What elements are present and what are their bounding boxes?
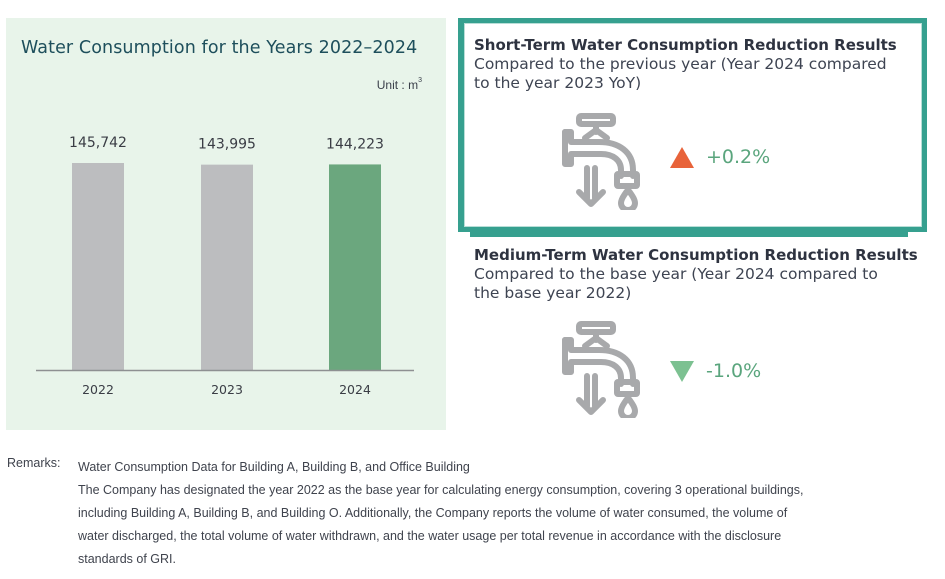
faucet-icon [562,113,640,210]
bar-2024 [329,164,381,370]
up-arrow-icon [670,146,694,168]
medium-term-change: -1.0% [706,360,762,382]
short-term-indicator: +0.2% [670,146,770,168]
medium-term-text: Medium-Term Water Consumption Reduction … [474,246,918,303]
remarks-line: water discharged, the total volume of wa… [78,529,782,543]
short-term-change: +0.2% [706,146,771,168]
remarks-line: The Company has designated the year 2022… [78,483,804,497]
faucet-icon [562,321,640,418]
unit-superscript: 3 [418,77,422,84]
chart-title: Water Consumption for the Years 2022–202… [21,38,418,58]
unit-text: Unit : m [376,78,419,92]
bar-2022 [72,163,124,370]
bar-2023 [201,164,253,370]
value-label: 144,223 [326,136,384,152]
short-term-heading: Short-Term Water Consumption Reduction R… [474,36,897,54]
value-label: 143,995 [198,137,256,153]
short-term-line1: Compared to the previous year (Year 2024… [474,55,887,73]
short-term-line2: to the year 2023 YoY) [474,74,642,92]
medium-term-heading: Medium-Term Water Consumption Reduction … [474,246,918,264]
down-arrow-icon [670,360,694,382]
remarks-line: standards of GRI. [78,552,176,566]
value-label: 145,742 [69,135,127,151]
bar-chart: 145,742 2022 143,995 2023 144,223 2024 [36,135,414,397]
unit-label: Unit : m3 [376,77,422,92]
x-tick-label: 2022 [82,382,114,397]
medium-term-line1: Compared to the base year (Year 2024 com… [474,265,878,283]
medium-term-line2: the base year 2022) [474,284,632,302]
remarks-label: Remarks: [7,456,61,470]
chart-panel: Water Consumption for the Years 2022–202… [6,18,446,430]
x-tick-label: 2024 [339,382,371,397]
x-tick-label: 2023 [211,382,243,397]
remarks-line: Water Consumption Data for Building A, B… [78,460,470,474]
short-term-text: Short-Term Water Consumption Reduction R… [474,36,897,93]
remarks-body: Water Consumption Data for Building A, B… [78,456,930,571]
short-term-box [458,18,927,232]
medium-term-indicator: -1.0% [670,360,761,382]
remarks-line: including Building A, Building B, and Bu… [78,506,788,520]
short-term-box-bottom-border [470,230,908,237]
